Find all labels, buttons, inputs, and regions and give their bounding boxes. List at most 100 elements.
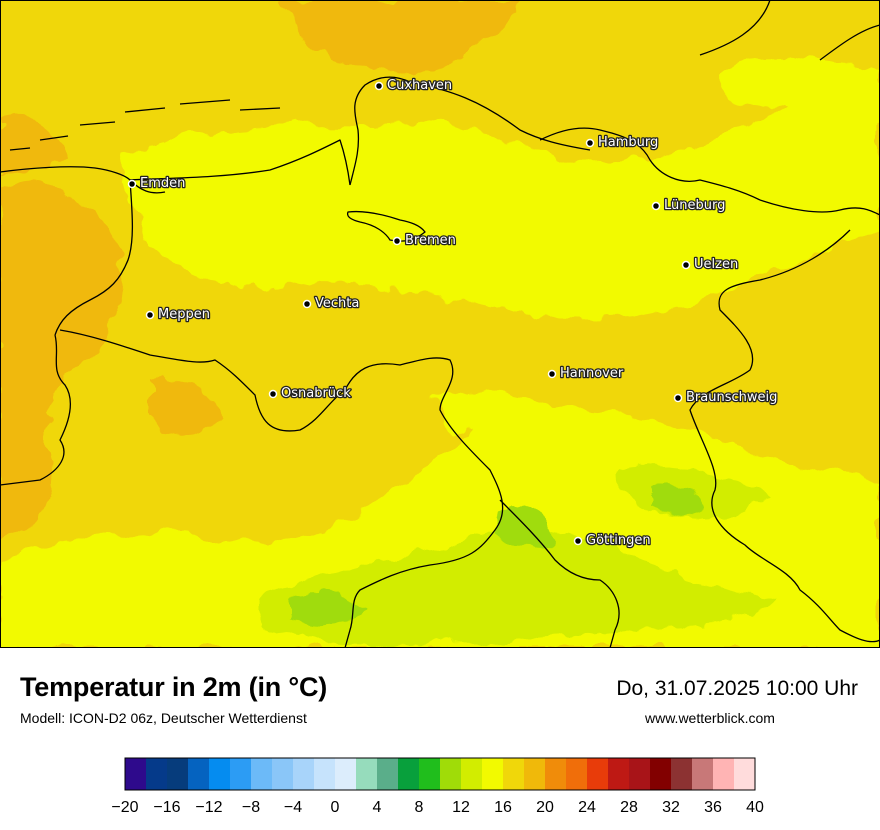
colorbar-tick-label: −4 [284, 799, 302, 816]
temperature-map: Cuxhaven Hamburg Emden Lüneburg Bremen U… [0, 0, 880, 648]
colorbar-tick-label: 0 [331, 799, 340, 816]
colorbar-swatch [230, 758, 252, 790]
city-vechta: Vechta [302, 295, 361, 312]
border-west [0, 334, 72, 486]
colorbar-frame [124, 757, 756, 791]
city-osnabrueck: Osnabrück [268, 385, 352, 402]
warm-area-west [0, 183, 123, 540]
colorbar-swatch [251, 758, 273, 790]
city-lueneburg: Lüneburg [651, 197, 727, 214]
city-cuxhaven: Cuxhaven [374, 77, 453, 94]
colorbar-tick-label: 24 [578, 799, 596, 816]
colorbar-tick-label: −16 [153, 799, 180, 816]
colorbar-swatch [503, 758, 525, 790]
svg-text:Göttingen: Göttingen [586, 533, 651, 548]
colorbar-tick-label: 32 [662, 799, 680, 816]
svg-text:Emden: Emden [140, 176, 185, 191]
website-link[interactable]: www.wetterblick.com [645, 710, 775, 726]
border-bremen [346, 210, 426, 242]
temperature-colorbar: −20 −16 −12 −8 −4 0 4 8 12 16 20 24 28 32 36 40 [111, 757, 764, 816]
colorbar-swatch [125, 758, 147, 790]
colorbar-swatch [314, 758, 336, 790]
city-meppen: Meppen [145, 306, 211, 323]
colorbar-swatch [398, 758, 420, 790]
colorbar-swatch [713, 758, 735, 790]
colorbar-swatch [587, 758, 609, 790]
coast-top-right [819, 24, 880, 61]
green-area-solling [290, 594, 365, 626]
cool-area-east-center [430, 390, 560, 434]
island-4 [124, 107, 166, 113]
coast-jade [129, 139, 351, 186]
island-3 [79, 121, 116, 126]
svg-text:Hannover: Hannover [560, 366, 624, 381]
map-title: Temperatur in 2m (in °C) [20, 672, 328, 702]
colorbar-swatch [356, 758, 378, 790]
colorbar-swatch [440, 758, 462, 790]
colorbar-swatch [461, 758, 483, 790]
svg-text:Lüneburg: Lüneburg [664, 198, 725, 213]
colorbar-swatch [209, 758, 231, 790]
svg-text:Bremen: Bremen [405, 233, 456, 248]
colorbar-swatch [671, 758, 693, 790]
border-nrw [59, 329, 504, 648]
colorbar-tick-label: −20 [111, 799, 138, 816]
svg-text:Braunschweig: Braunschweig [686, 390, 777, 405]
colorbar-tick-label: 8 [415, 799, 424, 816]
border-east [689, 229, 880, 643]
colorbar-tick-label: 20 [536, 799, 554, 816]
city-goettingen: Göttingen [573, 532, 652, 549]
colorbar-tick-label: 16 [494, 799, 512, 816]
coast-weser [349, 76, 411, 186]
colorbar-swatches [125, 758, 756, 790]
colorbar-swatch [188, 758, 210, 790]
forecast-datetime: Do, 31.07.2025 10:00 Uhr [616, 677, 858, 700]
colorbar-tick-label: 4 [373, 799, 382, 816]
colorbar-swatch [692, 758, 714, 790]
warm-area-sw [150, 377, 220, 435]
colorbar-swatch [608, 758, 630, 790]
island-5 [179, 99, 231, 105]
colorbar-swatch [377, 758, 399, 790]
warm-area-north [280, 0, 520, 73]
svg-text:Osnabrück: Osnabrück [281, 386, 351, 401]
colorbar-tick-label: 12 [452, 799, 470, 816]
model-info: Modell: ICON-D2 06z, Deutscher Wetterdie… [20, 710, 307, 726]
city-bremen: Bremen [392, 232, 457, 249]
colorbar-swatch [482, 758, 504, 790]
colorbar-tick-label: −12 [195, 799, 222, 816]
green-area-harz [650, 484, 705, 516]
cool-area-central-north [123, 99, 880, 319]
colorbar-ticks: −20 −16 −12 −8 −4 0 4 8 12 16 20 24 28 32 36 40 [111, 799, 764, 816]
city-markers: Cuxhaven Hamburg Emden Lüneburg Bremen U… [127, 77, 779, 549]
colorbar-swatch [545, 758, 567, 790]
colorbar-swatch [524, 758, 546, 790]
colorbar-tick-label: 36 [704, 799, 722, 816]
island-1 [9, 147, 31, 151]
colorbar-swatch [167, 758, 189, 790]
island-6 [239, 107, 281, 111]
coast-frisian [0, 166, 166, 194]
svg-text:Hamburg: Hamburg [598, 135, 658, 150]
border-northeast [699, 0, 771, 56]
green-area-south [260, 529, 780, 646]
city-hannover: Hannover [547, 365, 625, 382]
temperature-field [0, 0, 880, 648]
colorbar-tick-label: 28 [620, 799, 638, 816]
colorbar-tick-label: 40 [746, 799, 764, 816]
colorbar-swatch [734, 758, 756, 790]
border-mecklenburg [759, 199, 880, 216]
city-uelzen: Uelzen [681, 256, 739, 273]
svg-text:Uelzen: Uelzen [694, 257, 738, 272]
border-hamburg [539, 127, 761, 201]
coast-ems [54, 179, 134, 336]
colorbar-swatch [272, 758, 294, 790]
svg-text:Cuxhaven: Cuxhaven [387, 78, 452, 93]
colorbar-swatch [566, 758, 588, 790]
coast-elbe [409, 81, 591, 151]
colorbar-swatch [629, 758, 651, 790]
colorbar-swatch [293, 758, 315, 790]
colorbar-swatch [419, 758, 441, 790]
warm-area-northwest [0, 117, 70, 175]
colorbar-tick-label: −8 [242, 799, 260, 816]
